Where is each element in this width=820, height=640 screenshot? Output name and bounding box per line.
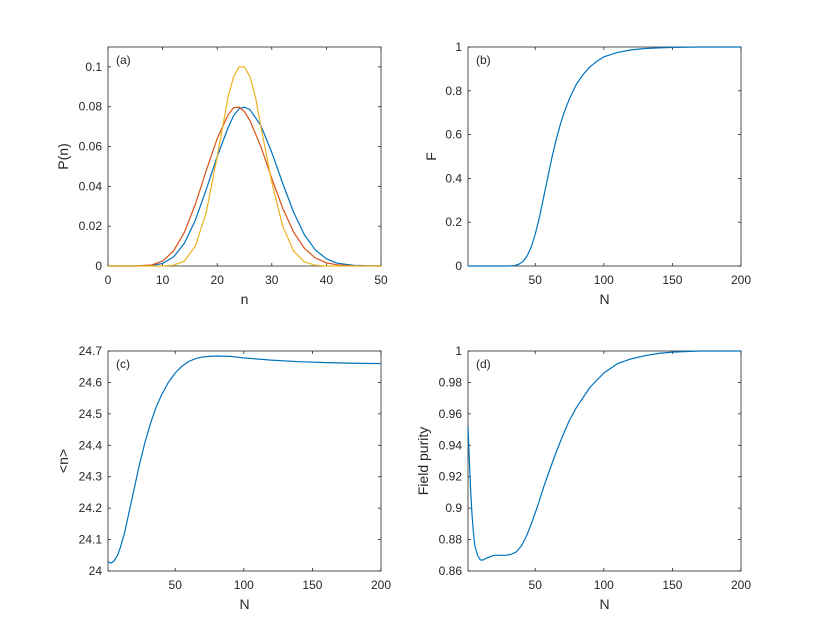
y-tick-label: 0.8 — [445, 84, 462, 98]
x-axis-label: n — [241, 291, 249, 307]
y-tick-label: 0.86 — [439, 564, 463, 578]
y-tick-label: 0 — [455, 259, 462, 273]
x-axis-label: N — [239, 596, 249, 612]
y-axis-label: <n> — [55, 449, 71, 473]
x-tick-label: 200 — [371, 578, 391, 592]
series-line-blue — [107, 355, 382, 564]
y-tick-label: 24.3 — [79, 470, 103, 484]
y-tick-label: 24 — [89, 564, 103, 578]
panel-a: 0 10 20 30 40 50 0 0.02 0.04 0.06 0.08 0.1 (a) n P(n) — [55, 46, 388, 307]
y-tick-label: 0.6 — [445, 128, 462, 142]
y-tick-label: 0 — [95, 259, 102, 273]
y-axis-label: F — [423, 152, 439, 161]
x-tick-label: 100 — [594, 578, 614, 592]
y-tick-label: 0.06 — [79, 140, 103, 154]
panel-label: (d) — [476, 357, 491, 371]
y-tick-label: 1 — [455, 344, 462, 358]
y-axis-label: Field purity — [415, 427, 431, 495]
panel-d: 50 100 150 200 0.86 0.88 0.9 0.92 0.94 0.96 0.98 1 (… — [415, 344, 751, 612]
x-tick-label: 20 — [211, 273, 225, 287]
axes-box — [107, 46, 382, 267]
y-axis-label: P(n) — [55, 143, 71, 169]
y-tick-label: 24.6 — [79, 375, 103, 389]
series-line-yellow — [108, 66, 381, 267]
x-axis-label: N — [599, 596, 609, 612]
y-tick-label: 0.02 — [79, 219, 103, 233]
x-tick-label: 50 — [169, 578, 183, 592]
panel-c: 50 100 150 200 24 24.1 24.2 24.3 24.4 24.5 24.6 24.… — [55, 344, 391, 612]
x-tick-label: 200 — [731, 273, 751, 287]
x-tick-label: 100 — [594, 273, 614, 287]
x-tick-label: 40 — [320, 273, 334, 287]
x-tick-label: 150 — [662, 578, 682, 592]
x-tick-label: 10 — [156, 273, 170, 287]
y-tick-label: 24.2 — [79, 501, 103, 515]
series-line-orange — [108, 106, 382, 267]
axes-box — [467, 350, 742, 572]
y-tick-label: 1 — [455, 40, 462, 54]
y-tick-label: 24.7 — [79, 344, 103, 358]
y-tick-label: 0.98 — [439, 375, 463, 389]
axes-box — [467, 46, 742, 267]
y-tick-label: 0.08 — [79, 100, 103, 114]
x-tick-label: 50 — [529, 273, 543, 287]
y-tick-label: 24.1 — [79, 533, 103, 547]
x-tick-label: 0 — [105, 273, 112, 287]
axes-box — [107, 350, 382, 572]
y-tick-label: 24.5 — [79, 407, 103, 421]
y-tick-label: 0.2 — [445, 215, 462, 229]
y-tick-label: 0.92 — [439, 470, 463, 484]
y-tick-label: 0.88 — [439, 533, 463, 547]
x-tick-label: 200 — [731, 578, 751, 592]
series-line-blue — [468, 46, 741, 267]
y-tick-label: 0.1 — [85, 60, 102, 74]
y-tick-label: 0.94 — [439, 438, 463, 452]
x-tick-label: 50 — [374, 273, 388, 287]
panel-label: (a) — [116, 53, 131, 67]
x-tick-label: 150 — [662, 273, 682, 287]
x-tick-label: 50 — [529, 578, 543, 592]
series-line-blue — [108, 106, 382, 267]
x-tick-label: 150 — [302, 578, 322, 592]
x-axis-label: N — [599, 291, 609, 307]
x-tick-label: 100 — [234, 578, 254, 592]
y-tick-label: 0.9 — [445, 501, 462, 515]
panel-label: (c) — [116, 357, 130, 371]
panel-label: (b) — [476, 53, 491, 67]
y-tick-label: 24.4 — [79, 438, 103, 452]
y-tick-label: 0.04 — [79, 179, 103, 193]
series-line-blue — [467, 350, 741, 561]
x-tick-label: 30 — [265, 273, 279, 287]
y-tick-label: 0.96 — [439, 407, 463, 421]
panel-b: 50 100 150 200 0 0.2 0.4 0.6 0.8 1 (b) N F — [423, 40, 751, 307]
y-tick-label: 0.4 — [445, 171, 462, 185]
